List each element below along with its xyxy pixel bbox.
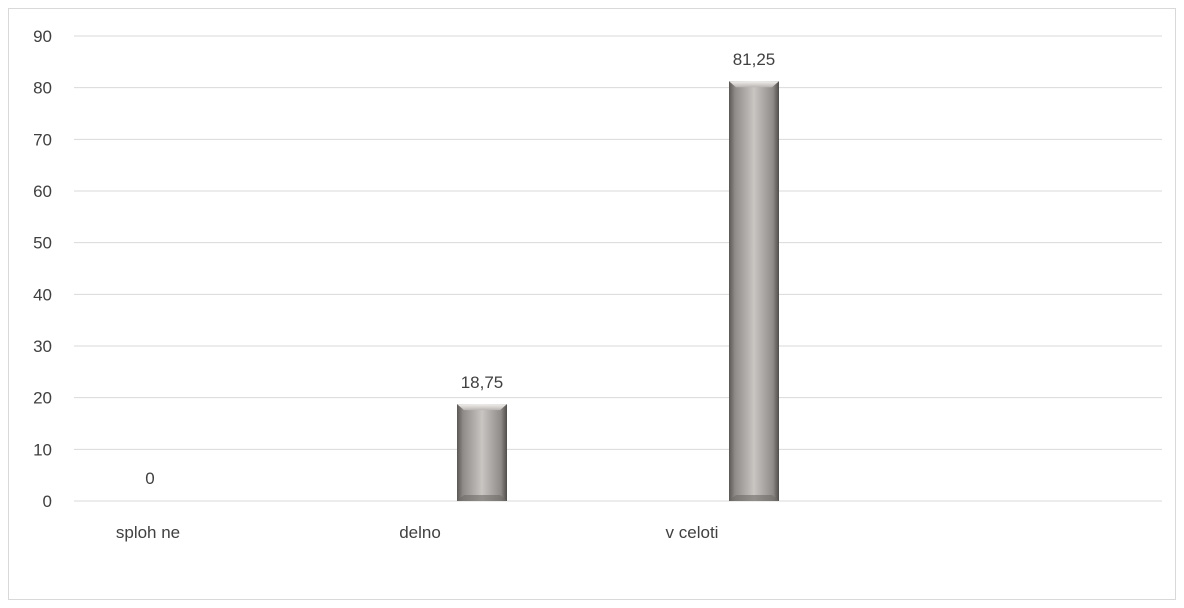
data-label: 81,25	[733, 50, 776, 69]
y-tick-label: 30	[33, 337, 52, 356]
bar-bevel-bottom	[457, 495, 507, 501]
gridlines	[74, 35, 1162, 502]
y-tick-label: 60	[33, 182, 52, 201]
bar-body	[457, 404, 507, 501]
y-axis-ticks: 0 10 20 30 40 50 60 70 80 90	[33, 27, 52, 511]
bar-bevel-top	[729, 81, 779, 88]
y-tick-label: 40	[33, 285, 52, 304]
y-tick-label: 10	[33, 440, 52, 459]
data-label: 0	[145, 469, 154, 488]
y-tick-label: 0	[43, 492, 52, 511]
category-label: sploh ne	[116, 523, 180, 542]
x-axis-categories: sploh ne delno v celoti	[116, 523, 719, 542]
category-label: v celoti	[666, 523, 719, 542]
bar-body	[729, 81, 779, 501]
bar-bevel-bottom	[729, 495, 779, 501]
y-tick-label: 80	[33, 79, 52, 98]
y-tick-label: 70	[33, 130, 52, 149]
data-label: 18,75	[461, 373, 504, 392]
y-tick-label: 50	[33, 234, 52, 253]
data-labels: 0 18,75 81,25	[145, 50, 775, 488]
bars	[457, 81, 779, 501]
bar-bevel-top	[457, 404, 507, 411]
y-tick-label: 90	[33, 27, 52, 46]
bar-v-celoti	[729, 81, 779, 501]
y-tick-label: 20	[33, 389, 52, 408]
category-label: delno	[399, 523, 441, 542]
bar-delno	[457, 404, 507, 501]
